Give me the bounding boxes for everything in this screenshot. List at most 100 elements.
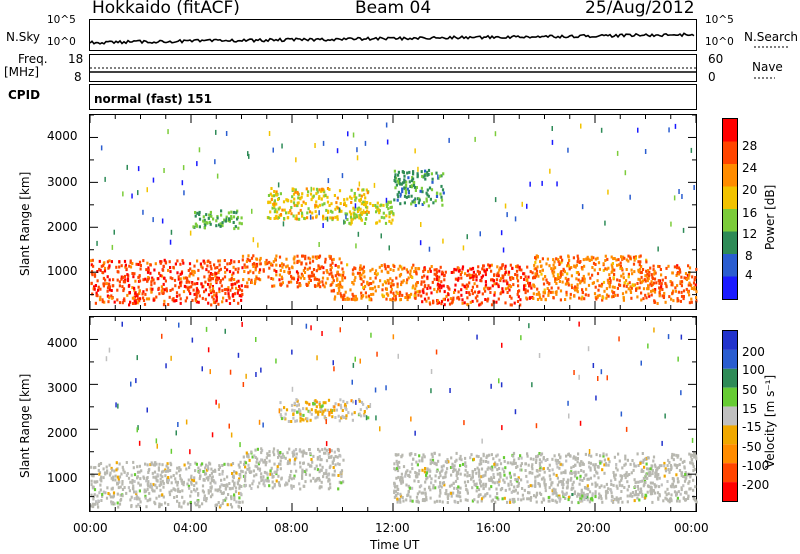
scatter-cell bbox=[443, 278, 446, 282]
scatter-cell bbox=[138, 464, 141, 468]
scatter-cell bbox=[658, 279, 662, 283]
scatter-cell bbox=[387, 279, 390, 283]
scatter-cell bbox=[442, 476, 445, 480]
scatter-cell bbox=[355, 215, 358, 219]
scatter-cell bbox=[403, 201, 406, 205]
scatter-cell bbox=[685, 491, 688, 495]
scatter-cell bbox=[132, 466, 135, 470]
scatter-cell bbox=[577, 501, 580, 505]
scatter-cell bbox=[415, 186, 418, 189]
scatter-cell bbox=[660, 282, 663, 286]
scatter-cell bbox=[151, 471, 154, 475]
scatter-cell bbox=[334, 463, 337, 467]
scatter-cell bbox=[647, 456, 650, 460]
scatter-cell bbox=[401, 181, 405, 185]
scatter-cell bbox=[529, 471, 532, 474]
scatter-cell bbox=[418, 290, 421, 294]
scatter-cell bbox=[452, 481, 455, 485]
scatter-cell bbox=[471, 266, 475, 270]
scatter-cell bbox=[330, 411, 333, 414]
scatter-cell bbox=[596, 272, 600, 276]
scatter-cell bbox=[506, 286, 510, 290]
scatter-cell bbox=[408, 170, 411, 174]
scatter-cell bbox=[190, 474, 193, 478]
scatter-cell bbox=[131, 272, 134, 275]
scatter-cell bbox=[606, 490, 609, 494]
scatter-cell bbox=[288, 476, 291, 479]
scatter-cell bbox=[228, 482, 231, 485]
scatter-cell bbox=[246, 281, 249, 285]
scatter-cell bbox=[102, 264, 105, 268]
scatter-cell bbox=[680, 488, 683, 492]
scatter-cell bbox=[231, 273, 234, 277]
scatter-cell bbox=[224, 292, 227, 295]
scatter-cell bbox=[331, 415, 334, 419]
scatter-cell bbox=[318, 255, 321, 259]
scatter-cell bbox=[135, 490, 138, 494]
scatter-cell bbox=[625, 268, 628, 271]
scatter-cell bbox=[646, 490, 649, 494]
scatter-cell bbox=[612, 500, 615, 504]
scatter-cell bbox=[238, 484, 241, 488]
scatter-cell bbox=[226, 503, 229, 507]
sparse-echo bbox=[680, 390, 682, 396]
scatter-cell bbox=[654, 491, 657, 495]
scatter-cell bbox=[221, 472, 224, 476]
scatter-cell bbox=[309, 452, 312, 455]
scatter-cell bbox=[138, 289, 141, 293]
scatter-cell bbox=[248, 484, 251, 488]
scatter-cell bbox=[378, 265, 381, 269]
scatter-cell bbox=[610, 295, 614, 299]
scatter-cell bbox=[432, 201, 435, 205]
scatter-cell bbox=[528, 296, 531, 300]
sparse-echo bbox=[260, 367, 262, 373]
scatter-cell bbox=[514, 478, 517, 481]
scatter-cell bbox=[355, 298, 358, 302]
scatter-cell bbox=[237, 463, 240, 467]
sparse-echo bbox=[448, 137, 450, 143]
scatter-cell bbox=[203, 494, 206, 498]
scatter-cell bbox=[350, 218, 353, 222]
scatter-cell bbox=[692, 488, 695, 492]
scatter-cell bbox=[473, 290, 477, 294]
scatter-cell bbox=[325, 448, 328, 452]
scatter-cell bbox=[599, 494, 602, 498]
scatter-cell bbox=[174, 480, 177, 484]
scatter-cell bbox=[598, 293, 601, 297]
sparse-echo bbox=[295, 157, 297, 163]
scatter-cell bbox=[319, 485, 322, 489]
scatter-cell bbox=[360, 414, 363, 418]
scatter-cell bbox=[416, 474, 419, 478]
scatter-cell bbox=[329, 216, 332, 220]
scatter-cell bbox=[116, 492, 119, 496]
scatter-cell bbox=[314, 416, 317, 420]
scatter-cell bbox=[177, 487, 180, 491]
scatter-cell bbox=[393, 467, 396, 471]
scatter-cell bbox=[317, 413, 320, 417]
scatter-cell bbox=[243, 263, 246, 267]
scatter-cell bbox=[185, 276, 189, 280]
scatter-cell bbox=[265, 456, 268, 460]
scatter-cell bbox=[439, 491, 442, 495]
scatter-cell bbox=[215, 224, 218, 228]
scatter-cell bbox=[125, 474, 128, 477]
scatter-cell bbox=[406, 278, 409, 282]
scatter-cell bbox=[355, 213, 358, 217]
scatter-cell bbox=[110, 502, 113, 506]
scatter-cell bbox=[233, 260, 236, 264]
scatter-cell bbox=[372, 292, 375, 296]
scatter-cell bbox=[663, 474, 666, 478]
sparse-echo bbox=[579, 420, 582, 426]
scatter-cell bbox=[598, 459, 601, 463]
scatter-cell bbox=[226, 475, 229, 479]
scatter-cell bbox=[305, 452, 308, 455]
scatter-cell bbox=[437, 278, 440, 282]
scatter-cell bbox=[279, 283, 282, 287]
scatter-cell bbox=[555, 257, 558, 261]
scatter-cell bbox=[96, 270, 99, 273]
scatter-cell bbox=[373, 272, 377, 275]
scatter-cell bbox=[682, 289, 686, 293]
scatter-cell bbox=[642, 297, 645, 301]
scatter-cell bbox=[438, 269, 441, 273]
scatter-cell bbox=[351, 418, 354, 422]
